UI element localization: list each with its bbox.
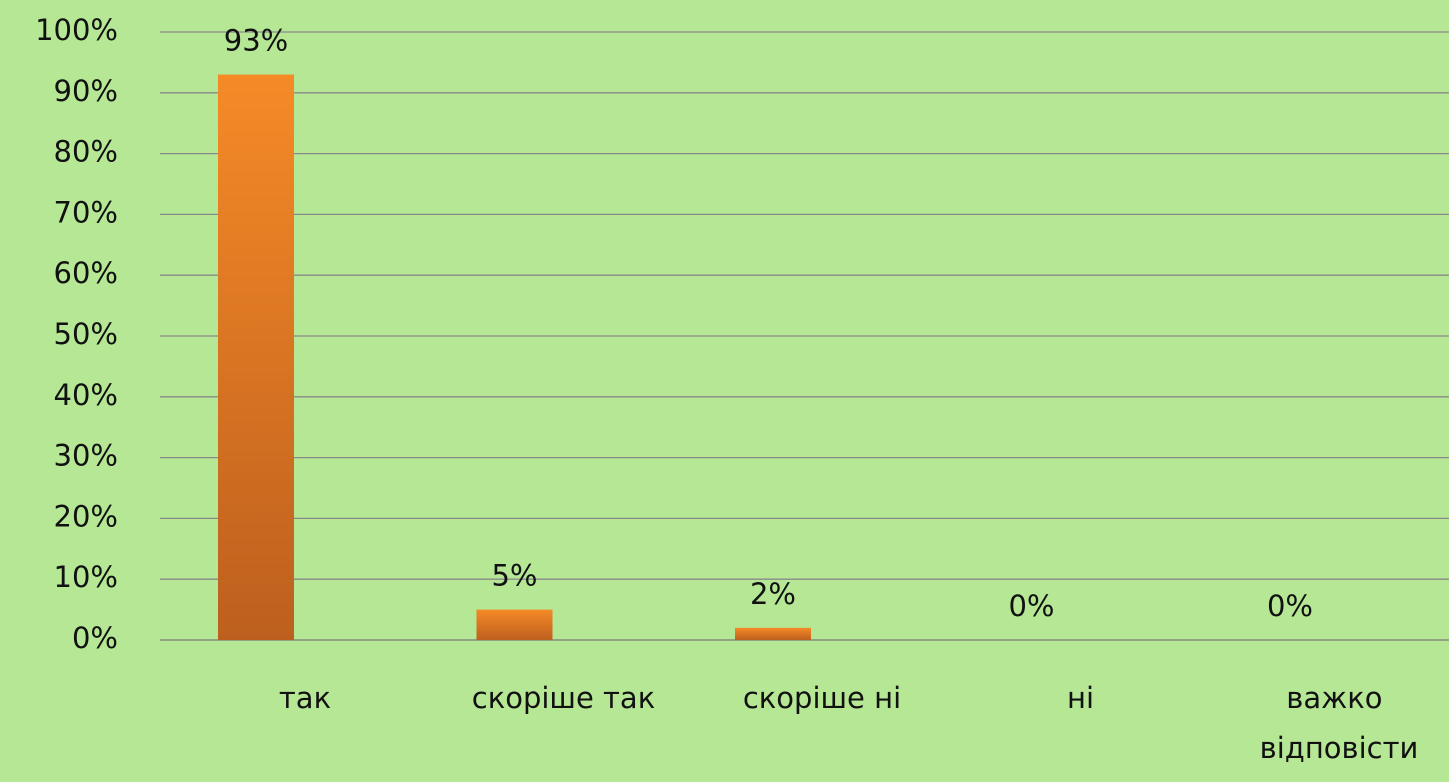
y-tick-label: 70% [54, 195, 118, 229]
y-tick-label: 40% [54, 378, 118, 412]
y-tick-label: 50% [54, 317, 118, 351]
data-label: 93% [224, 24, 288, 58]
y-tick-label: 80% [54, 135, 118, 169]
data-label: 0% [1008, 589, 1054, 623]
data-label: 2% [750, 577, 796, 611]
data-label: 5% [491, 559, 537, 593]
bar [735, 627, 811, 640]
data-label: 0% [1267, 589, 1313, 623]
x-tick-label: ні [1067, 681, 1094, 715]
x-tick-label: так [279, 681, 331, 715]
y-tick-label: 60% [54, 256, 118, 290]
y-tick-label: 0% [72, 621, 118, 655]
x-tick-label: скоріше ні [743, 681, 901, 715]
y-tick-label: 30% [54, 439, 118, 473]
bar [476, 609, 553, 640]
x-tick-label: важко відповісти [1260, 681, 1419, 765]
y-tick-label: 20% [54, 499, 118, 533]
y-tick-label: 100% [35, 13, 118, 47]
bar [218, 74, 294, 640]
x-tick-label: скоріше так [472, 681, 655, 715]
y-tick-label: 10% [54, 560, 118, 594]
y-tick-label: 90% [54, 74, 118, 108]
